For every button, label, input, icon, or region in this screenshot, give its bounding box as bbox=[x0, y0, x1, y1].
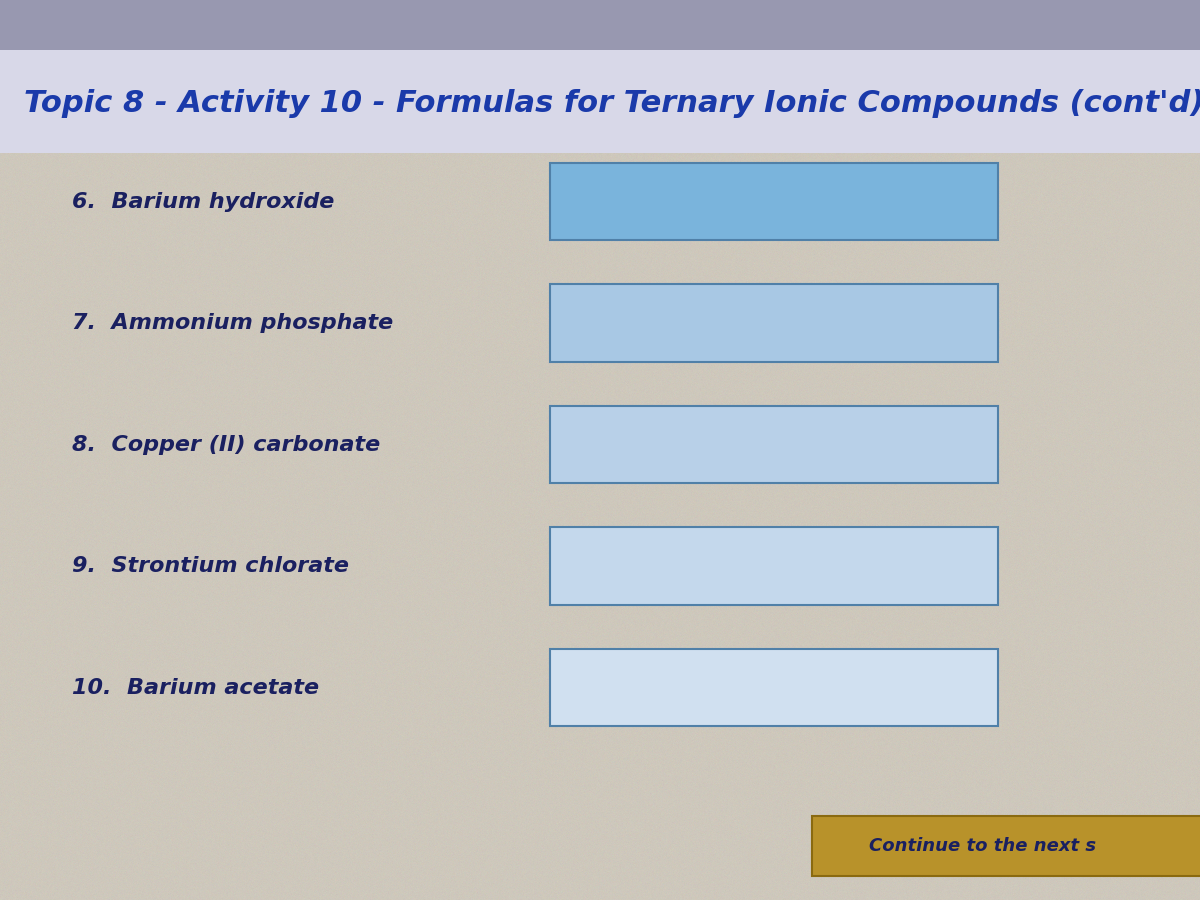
Text: 7.  Ammonium phosphate: 7. Ammonium phosphate bbox=[72, 313, 394, 333]
FancyBboxPatch shape bbox=[550, 527, 998, 605]
Text: 10.  Barium acetate: 10. Barium acetate bbox=[72, 678, 319, 698]
FancyBboxPatch shape bbox=[550, 163, 998, 240]
FancyBboxPatch shape bbox=[812, 816, 1200, 876]
Text: 9.  Strontium chlorate: 9. Strontium chlorate bbox=[72, 556, 349, 576]
Text: 6.  Barium hydroxide: 6. Barium hydroxide bbox=[72, 192, 335, 211]
Text: 8.  Copper (II) carbonate: 8. Copper (II) carbonate bbox=[72, 435, 380, 454]
Text: Topic 8 - Activity 10 - Formulas for Ternary Ionic Compounds (cont'd): Topic 8 - Activity 10 - Formulas for Ter… bbox=[24, 89, 1200, 118]
FancyBboxPatch shape bbox=[0, 0, 1200, 50]
FancyBboxPatch shape bbox=[550, 284, 998, 362]
FancyBboxPatch shape bbox=[550, 406, 998, 483]
FancyBboxPatch shape bbox=[0, 50, 1200, 153]
Text: Continue to the next s: Continue to the next s bbox=[869, 837, 1096, 855]
FancyBboxPatch shape bbox=[550, 649, 998, 726]
